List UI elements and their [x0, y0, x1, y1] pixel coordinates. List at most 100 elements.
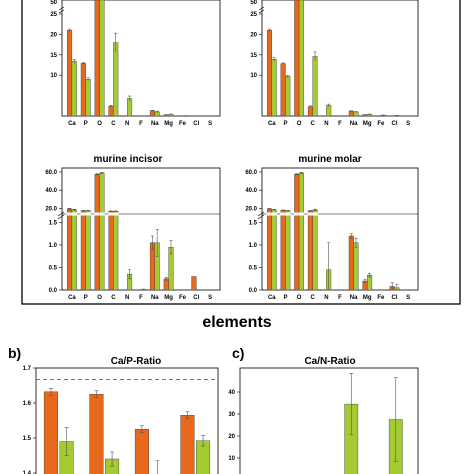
axis-break-mark — [258, 6, 265, 14]
y-tick-label: 40 — [228, 390, 235, 396]
x-tick-label-na: Na — [350, 295, 358, 301]
panel-label-c: c) — [232, 345, 244, 361]
x-tick-label-p: P — [283, 295, 287, 301]
x-tick-label-ca: Ca — [268, 295, 276, 301]
y-tick-label: 1.5 — [49, 221, 58, 227]
dentin-bar-mg — [367, 274, 373, 291]
x-tick-label-n: N — [125, 295, 129, 301]
x-tick-label-cl: Cl — [392, 295, 398, 301]
enamel-bar-o — [94, 174, 100, 291]
x-tick-label-cl: Cl — [193, 121, 199, 127]
y-tick-label: 20.0 — [45, 206, 57, 212]
x-tick-label-mg: Mg — [363, 295, 372, 301]
dentin-bar-na — [353, 242, 359, 291]
enamel-bar-na — [149, 242, 156, 291]
dentin-bar-ca — [271, 209, 277, 291]
title-ca-n-ratio: Ca/N-Ratio — [304, 356, 355, 367]
enamel-bar-ca-p-2 — [134, 429, 149, 474]
x-tick-label-n: N — [324, 121, 328, 127]
x-tick-label-mg: Mg — [363, 121, 372, 127]
enamel-bar-c — [108, 106, 114, 117]
y-tick-label: 1.0 — [49, 243, 58, 249]
bar-break-gap — [293, 212, 300, 216]
x-tick-label-s: S — [406, 295, 410, 301]
x-tick-label-f: F — [338, 121, 342, 127]
enamel-bar-c — [108, 211, 114, 291]
x-tick-label-fe: Fe — [179, 121, 187, 127]
y-tick-label: 25 — [250, 12, 257, 18]
x-tick-label-f: F — [139, 295, 143, 301]
enamel-bar-ca-p-0 — [43, 391, 58, 474]
enamel-bar-p — [80, 63, 86, 117]
x-tick-label-fe: Fe — [377, 295, 385, 301]
y-tick-label: 0.5 — [249, 266, 258, 272]
enamel-bar-na — [348, 110, 354, 117]
enamel-bar-ca — [266, 30, 273, 117]
x-tick-label-mg: Mg — [164, 121, 173, 127]
x-tick-label-mg: Mg — [164, 295, 173, 301]
enamel-bar-ca — [67, 208, 73, 291]
x-tick-label-ca: Ca — [268, 121, 276, 127]
bar-break-gap — [298, 212, 305, 216]
bar-break-gap — [112, 212, 119, 216]
axis-break-mark — [58, 6, 65, 14]
enamel-bar-o — [294, 0, 300, 117]
bar-break-gap — [284, 212, 291, 216]
y-tick-label: 40.0 — [245, 188, 257, 194]
plot-frame-mid-1 — [261, 167, 419, 291]
plot-frame-top-0 — [61, 0, 221, 117]
dentin-bar-c — [113, 42, 119, 117]
y-tick-label: 1.5 — [249, 221, 258, 227]
enamel-bar-o — [94, 0, 100, 117]
y-tick-label: 60.0 — [45, 170, 57, 176]
x-tick-label-o: O — [97, 121, 102, 127]
enamel-bar-ca-p-1 — [89, 394, 104, 474]
y-tick-label: 1.7 — [23, 366, 32, 372]
enamel-bar-cl — [191, 276, 197, 291]
bar-break-gap — [280, 212, 286, 216]
bar-break-gap — [99, 212, 105, 216]
x-tick-label-o: O — [297, 295, 302, 301]
x-tick-label-p: P — [84, 295, 88, 301]
x-axis-label-elements: elements — [202, 314, 271, 331]
y-tick-label: 1.5 — [23, 436, 32, 442]
y-tick-label: 25 — [50, 12, 57, 18]
title-murine-incisor: murine incisor — [94, 154, 163, 165]
x-tick-label-s: S — [406, 121, 410, 127]
y-tick-label: 15 — [50, 53, 57, 59]
y-tick-label: 15 — [250, 53, 257, 59]
enamel-bar-p — [80, 210, 86, 291]
x-tick-label-s: S — [208, 121, 212, 127]
enamel-bar-ca — [67, 30, 73, 117]
dentin-bar-o — [99, 0, 105, 117]
bar-break-gap — [80, 212, 87, 216]
y-tick-label: 20.0 — [245, 206, 257, 212]
dentin-bar-p — [285, 76, 291, 117]
enamel-bar-na — [348, 235, 354, 291]
bar-break-gap — [85, 212, 91, 216]
enamel-bar-ca — [266, 208, 273, 291]
x-tick-label-n: N — [125, 121, 129, 127]
enamel-bar-c — [307, 106, 313, 117]
y-tick-label: 20 — [228, 434, 235, 440]
enamel-bar-c — [307, 210, 313, 291]
panel-a-frame — [21, 0, 461, 305]
dentin-bar-n — [126, 98, 133, 117]
y-tick-label-top: 50 — [50, 0, 57, 6]
x-tick-label-c: C — [311, 121, 316, 127]
y-tick-label: 0.0 — [249, 288, 258, 294]
dentin-bar-o — [298, 172, 304, 291]
panel-label-b: b) — [8, 345, 21, 361]
bar-break-gap — [66, 212, 73, 216]
bar-break-gap — [271, 212, 277, 216]
x-tick-label-o: O — [297, 121, 302, 127]
dentin-bar-ca — [71, 61, 77, 117]
x-tick-label-c: C — [111, 295, 116, 301]
dentin-bar-p — [285, 210, 291, 291]
y-tick-label: 30 — [228, 412, 235, 418]
enamel-bar-ca-p-3 — [180, 415, 195, 474]
dentin-bar-ca — [271, 59, 277, 117]
dentin-bar-ca — [71, 209, 77, 291]
x-tick-label-fe: Fe — [179, 295, 187, 301]
